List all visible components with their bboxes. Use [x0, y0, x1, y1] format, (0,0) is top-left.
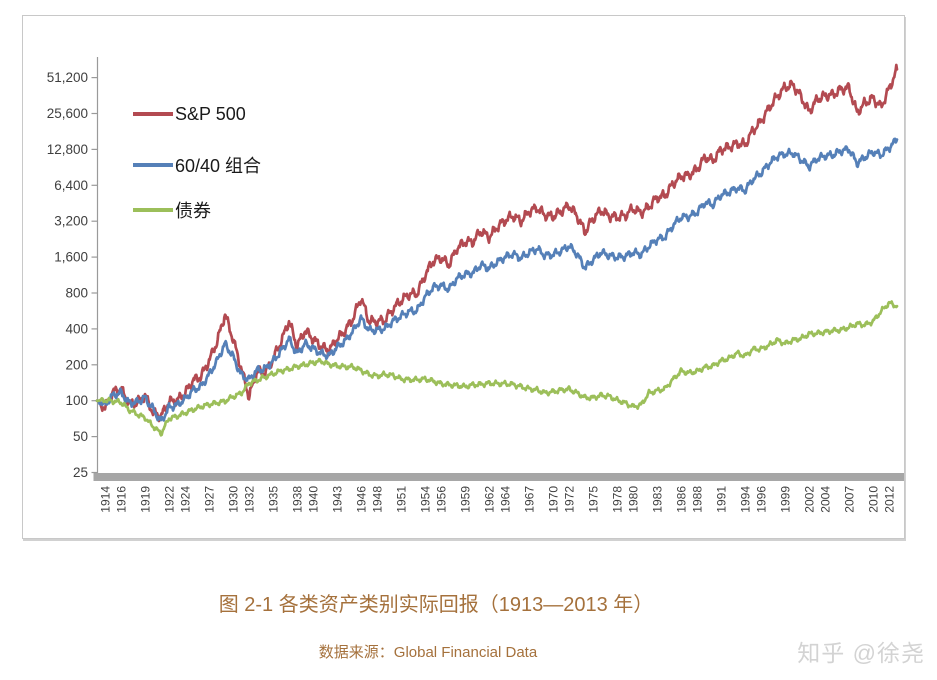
x-axis-label: 1914: [99, 486, 113, 513]
x-axis-label: 1948: [371, 486, 385, 513]
legend-item-bonds: 债券: [133, 199, 261, 221]
legend-label-bonds: 债券: [175, 201, 211, 221]
x-axis-label: 1962: [483, 486, 497, 513]
y-axis-label: 12,800: [47, 142, 88, 157]
x-axis-label: 1954: [419, 486, 433, 513]
y-axis-label: 50: [73, 429, 88, 444]
y-axis-label: 100: [65, 393, 88, 408]
watermark: 知乎 @徐尧: [797, 640, 925, 666]
x-axis-label: 1935: [267, 486, 281, 513]
x-axis-label: 1996: [755, 486, 769, 513]
x-axis-label: 1959: [459, 486, 473, 513]
y-axis-label: 3,200: [54, 214, 88, 229]
x-axis-label: 1964: [499, 486, 513, 513]
y-axis-label: 25: [73, 465, 88, 480]
x-axis-label: 1956: [435, 486, 449, 513]
x-axis-label: 2004: [819, 486, 833, 513]
legend-swatch-bonds-icon: [133, 208, 173, 212]
x-axis-label: 1930: [227, 486, 241, 513]
x-axis-label: 1916: [115, 486, 129, 513]
chart-frame: 51,200 25,600 12,800 6,400 3,200 1,600 800 400 2…: [22, 15, 905, 539]
x-axis-label: 1975: [587, 486, 601, 513]
x-axis-label: 1943: [331, 486, 345, 513]
series-line-2: [95, 300, 899, 437]
x-axis-label: 1927: [203, 486, 217, 513]
legend-swatch-sp500-icon: [133, 112, 173, 116]
y-axis-label: 25,600: [47, 106, 88, 121]
chart-plot-area: 51,200 25,600 12,800 6,400 3,200 1,600 800 400 2…: [47, 57, 904, 513]
x-axis-label: 1967: [523, 486, 537, 513]
x-axis-label: 1994: [739, 486, 753, 513]
series-line-1: [95, 137, 899, 422]
series-line-0: [95, 63, 899, 423]
y-axis-label: 200: [65, 357, 88, 372]
x-axis-label: 1972: [563, 486, 577, 513]
x-axis-label: 1999: [779, 486, 793, 513]
x-axis-label: 2012: [883, 486, 897, 513]
x-axis-label: 2007: [843, 486, 857, 513]
x-axis-label: 1988: [691, 486, 705, 513]
x-axis-label: 1983: [651, 486, 665, 513]
x-axis-label: 1938: [291, 486, 305, 513]
legend-label-sp500: S&P 500: [175, 103, 246, 124]
x-axis-label: 1978: [611, 486, 625, 513]
x-axis-label: 1991: [715, 486, 729, 513]
legend-label-6040: 60/40 组合: [175, 156, 262, 176]
x-axis-label: 1919: [139, 486, 153, 513]
y-axis-label: 1,600: [54, 250, 88, 265]
x-axis-label: 1932: [243, 486, 257, 513]
legend-swatch-6040-icon: [133, 163, 173, 167]
x-axis-label: 1970: [547, 486, 561, 513]
y-axis-label: 6,400: [54, 178, 88, 193]
x-axis-label: 2002: [803, 486, 817, 513]
y-axis-label: 51,200: [47, 70, 88, 85]
y-axis-label: 800: [65, 286, 88, 301]
x-axis-label: 2010: [867, 486, 881, 513]
y-axis-label: 400: [65, 321, 88, 336]
data-source-note: 数据来源：Global Financial Data: [318, 644, 538, 661]
x-axis-label: 1946: [355, 486, 369, 513]
legend-item-sp500: S&P 500: [133, 103, 261, 125]
x-axis-floor-bar: [93, 473, 904, 479]
chart-legend: S&P 500 60/40 组合 债券: [133, 103, 261, 250]
x-axis-label: 1940: [307, 486, 321, 513]
x-axis-label: 1986: [675, 486, 689, 513]
figure-caption: 图 2-1 各类资产类别实际回报（1913—2013 年）: [218, 594, 654, 616]
legend-item-6040: 60/40 组合: [133, 154, 261, 176]
x-axis-label: 1951: [395, 486, 409, 513]
x-axis-label: 1924: [179, 486, 193, 513]
x-axis-label: 1980: [627, 486, 641, 513]
x-axis-label: 1922: [163, 486, 177, 513]
